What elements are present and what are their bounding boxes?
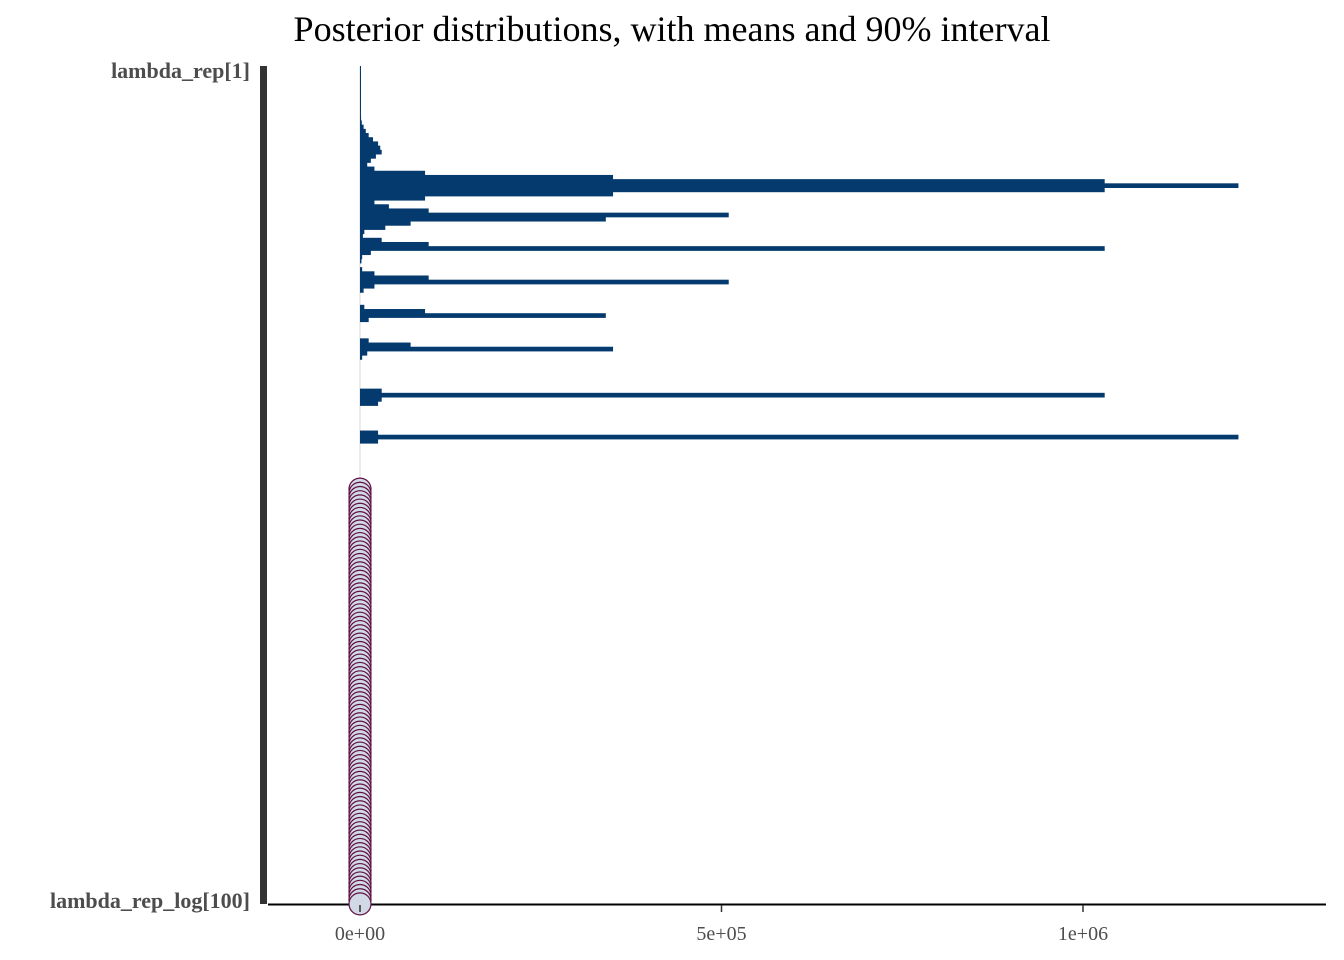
interval-bar <box>360 82 361 88</box>
interval-bar <box>360 271 375 276</box>
x-tick-label: 5e+05 <box>696 923 746 945</box>
interval-bar <box>360 275 429 281</box>
chart-title: Posterior distributions, with means and … <box>293 9 1051 49</box>
interval-bar <box>360 212 729 218</box>
interval-bar <box>360 124 364 130</box>
mean-point <box>348 892 372 916</box>
interval-bar <box>360 338 369 344</box>
interval-bar <box>360 225 386 230</box>
interval-bar <box>360 153 376 159</box>
interval-bar <box>360 107 361 113</box>
interval-bar <box>360 166 375 172</box>
interval-bar <box>360 91 361 96</box>
interval-bar <box>360 221 411 226</box>
y-axis-labels: lambda_rep[1] lambda_rep_log[100] <box>50 58 250 913</box>
interval-bar <box>360 229 365 235</box>
interval-bar <box>360 342 411 348</box>
interval-bar <box>360 388 382 394</box>
interval-bar <box>360 288 364 293</box>
interval-bar <box>360 78 361 84</box>
x-axis: 0e+00 5e+05 1e+06 <box>335 905 1108 945</box>
interval-bar <box>360 350 368 356</box>
mean-points <box>348 477 372 916</box>
interval-bar <box>360 99 361 105</box>
interval-bar <box>360 397 382 402</box>
interval-bar <box>360 254 363 260</box>
interval-bar <box>360 267 363 272</box>
y-tick-label-first: lambda_rep[1] <box>111 58 250 83</box>
interval-bar <box>360 133 369 138</box>
interval-bar <box>360 200 375 205</box>
interval-bar <box>360 137 374 142</box>
interval-bar <box>360 103 361 109</box>
interval-bar <box>360 250 371 256</box>
interval-bar <box>360 112 361 117</box>
interval-bar <box>360 149 382 155</box>
interval-bar <box>360 258 362 264</box>
interval-bar <box>360 237 382 243</box>
interval-bar <box>360 283 375 289</box>
interval-bar <box>360 128 366 134</box>
interval-bar <box>360 66 361 71</box>
x-tick-label: 0e+00 <box>335 923 385 945</box>
interval-bar <box>360 74 361 80</box>
interval-bar <box>360 95 361 101</box>
interval-bar <box>360 279 729 285</box>
interval-bar <box>360 346 614 352</box>
interval-bar <box>360 246 1105 251</box>
interval-bar <box>360 204 389 209</box>
interval-bar <box>360 120 362 126</box>
interval-bar <box>360 183 1239 189</box>
interval-bar <box>360 430 379 436</box>
interval-bar <box>360 216 606 222</box>
interval-bar <box>360 141 379 147</box>
interval-bar <box>360 401 379 406</box>
interval-bar <box>360 208 429 214</box>
interval-bar <box>360 162 368 168</box>
interval-bar <box>360 241 429 247</box>
interval-bar <box>360 304 365 310</box>
interval-bars <box>360 66 1239 444</box>
interval-bar <box>360 179 1105 184</box>
interval-bar <box>360 145 381 151</box>
interval-bar <box>360 158 371 163</box>
interval-bar <box>360 317 369 323</box>
interval-bar <box>360 174 614 180</box>
interval-bar <box>360 170 426 176</box>
y-tick-label-last: lambda_rep_log[100] <box>50 888 250 913</box>
interval-bar <box>360 392 1105 398</box>
interval-bar <box>360 187 1105 193</box>
interval-bar <box>360 313 606 318</box>
interval-bar <box>360 233 363 239</box>
interval-bar <box>360 195 426 201</box>
interval-bar <box>360 355 363 360</box>
x-tick-label: 1e+06 <box>1058 923 1108 945</box>
interval-bar <box>360 70 361 75</box>
interval-bar <box>360 309 426 314</box>
interval-bar <box>360 191 614 197</box>
interval-bar <box>360 86 361 92</box>
interval-bar <box>360 438 379 444</box>
interval-bar <box>360 434 1239 440</box>
interval-bar <box>360 116 362 121</box>
